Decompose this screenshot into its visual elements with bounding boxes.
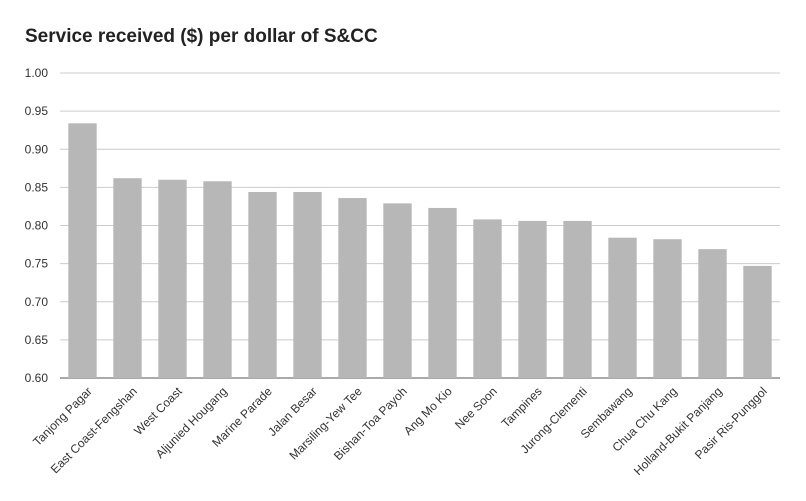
bar: [383, 203, 412, 378]
y-tick-label: 0.65: [25, 333, 49, 347]
x-tick-label: Tampines: [499, 384, 545, 430]
y-axis-tick-labels: 0.60 0.65 0.70 0.75 0.80 0.85 0.90 0.95 1.00: [25, 66, 49, 385]
bar: [428, 207, 457, 378]
y-tick-label: 0.70: [25, 295, 49, 309]
bar: [473, 219, 502, 378]
y-tick-label: 0.85: [25, 180, 49, 194]
y-tick-label: 0.80: [25, 219, 49, 233]
y-tick-label: 1.00: [25, 66, 49, 80]
x-tick-label: Ang Mo Kio: [401, 384, 455, 438]
bar: [518, 220, 547, 378]
bar: [608, 237, 637, 378]
bar: [203, 181, 232, 378]
x-tick-label: East Coast-Fengshan: [48, 384, 140, 476]
bars: [68, 123, 772, 378]
bar: [698, 249, 727, 378]
bar: [653, 239, 682, 378]
bar: [743, 265, 772, 378]
bar: [68, 123, 97, 378]
y-tick-label: 0.75: [25, 257, 49, 271]
bar: [293, 191, 322, 378]
bar: [563, 220, 592, 378]
bar: [338, 198, 367, 378]
y-tick-label: 0.90: [25, 142, 49, 156]
bar: [248, 191, 277, 378]
x-tick-label: Holland-Bukit Panjang: [631, 384, 725, 478]
bar: [113, 178, 142, 378]
y-tick-label: 0.95: [25, 104, 49, 118]
chart-title: Service received ($) per dollar of S&CC: [25, 26, 378, 47]
bar: [158, 179, 187, 378]
x-tick-label: Nee Soon: [452, 384, 500, 432]
y-tick-label: 0.60: [25, 371, 49, 385]
